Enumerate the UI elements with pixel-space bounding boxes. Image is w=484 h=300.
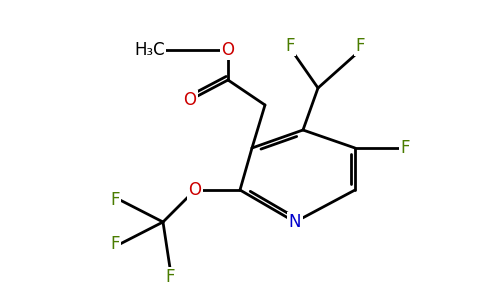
Text: F: F (165, 268, 175, 286)
Text: O: O (222, 41, 235, 59)
Text: O: O (188, 181, 201, 199)
Text: F: F (355, 37, 364, 55)
Text: F: F (400, 139, 409, 157)
Text: F: F (110, 191, 120, 209)
Text: H₃C: H₃C (135, 41, 165, 59)
Text: F: F (286, 37, 295, 55)
Text: N: N (289, 213, 301, 231)
Text: F: F (110, 235, 120, 253)
Text: O: O (183, 91, 197, 109)
